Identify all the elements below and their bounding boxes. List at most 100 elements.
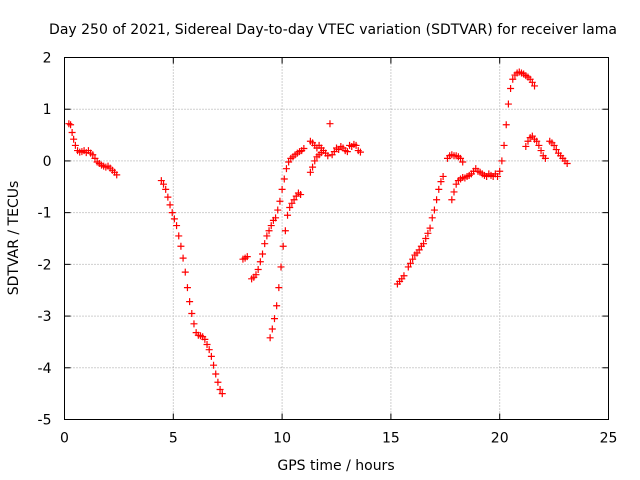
data-point [168, 209, 176, 217]
data-point [537, 147, 545, 155]
data-point [279, 242, 287, 250]
data-point [352, 141, 360, 149]
data-point [218, 390, 226, 398]
data-point [531, 82, 539, 90]
y-tick-label: 0 [43, 154, 52, 170]
data-point [524, 137, 532, 145]
data-point [502, 121, 510, 129]
axis-ticks: 0 5 10 15 20 25 -5 -4 -3 -2 -1 0 1 2 [38, 51, 618, 447]
data-point [500, 141, 508, 149]
data-point [205, 346, 213, 354]
x-tick-label: 0 [60, 431, 69, 447]
data-point [426, 224, 434, 232]
data-point [275, 284, 283, 292]
data-point [71, 141, 79, 149]
data-point [459, 158, 467, 166]
data-point [252, 271, 260, 279]
data-point [285, 158, 293, 166]
data-point [528, 78, 536, 86]
x-tick-label: 5 [169, 431, 178, 447]
data-point [272, 214, 280, 222]
data-point [306, 168, 314, 176]
data-point [270, 315, 278, 323]
data-point [343, 148, 351, 156]
y-tick-label: 1 [43, 102, 52, 118]
data-point [263, 232, 271, 240]
data-point [267, 222, 275, 230]
data-point [406, 259, 414, 267]
data-point [541, 154, 549, 162]
data-point [400, 272, 408, 280]
data-point [157, 177, 165, 185]
data-point [290, 196, 298, 204]
x-tick-label: 15 [382, 431, 400, 447]
x-tick-label: 10 [273, 431, 291, 447]
chart-title: Day 250 of 2021, Sidereal Day-to-day VTE… [49, 22, 617, 38]
data-point [113, 171, 121, 179]
data-point [550, 141, 558, 149]
data-point [175, 232, 183, 240]
data-point [552, 146, 560, 154]
data-point [214, 378, 222, 386]
data-point [254, 266, 262, 274]
data-point [67, 121, 75, 129]
data-point [433, 196, 441, 204]
data-point [278, 185, 286, 193]
data-point [496, 167, 504, 175]
x-axis-label: GPS time / hours [277, 458, 394, 474]
data-point [435, 185, 443, 193]
data-point [494, 172, 502, 180]
data-point [179, 254, 187, 262]
data-point [281, 227, 289, 235]
data-point [65, 120, 73, 128]
y-tick-label: 2 [43, 51, 52, 67]
data-point [68, 128, 76, 136]
data-point [203, 341, 211, 349]
data-point [507, 85, 515, 93]
data-point [450, 188, 458, 196]
data-point [415, 246, 423, 254]
data-point [498, 157, 506, 165]
data-point [452, 180, 460, 188]
data-point [162, 185, 170, 193]
data-point [91, 154, 99, 162]
data-point [288, 199, 296, 207]
data-point [212, 370, 220, 378]
data-point [563, 160, 571, 168]
data-point [284, 211, 292, 219]
data-point [533, 137, 541, 145]
data-point [300, 145, 308, 153]
data-point [448, 196, 456, 204]
data-point [276, 197, 284, 205]
data-point [428, 214, 436, 222]
data-point [261, 240, 269, 248]
data-points [65, 68, 571, 398]
y-tick-label: -4 [38, 361, 52, 377]
data-point [282, 165, 290, 173]
data-point [274, 206, 282, 214]
y-tick-label: -5 [38, 413, 52, 429]
data-point [326, 120, 334, 128]
data-point [181, 268, 189, 276]
x-tick-label: 25 [600, 431, 618, 447]
data-point [420, 240, 428, 248]
data-point [522, 142, 530, 150]
data-point [170, 215, 178, 223]
data-point [177, 242, 185, 250]
y-tick-label: -1 [38, 206, 52, 222]
data-point [188, 309, 196, 317]
data-point [311, 157, 319, 165]
data-point [277, 263, 285, 271]
data-point [280, 175, 288, 183]
data-point [183, 284, 191, 292]
data-point [256, 258, 264, 266]
data-point [439, 172, 447, 180]
data-point [207, 352, 215, 360]
data-point [437, 178, 445, 186]
data-point [330, 148, 338, 156]
data-point [160, 180, 168, 188]
x-tick-label: 20 [491, 431, 509, 447]
data-point [268, 325, 276, 333]
data-point [89, 151, 97, 159]
data-point [216, 386, 224, 394]
